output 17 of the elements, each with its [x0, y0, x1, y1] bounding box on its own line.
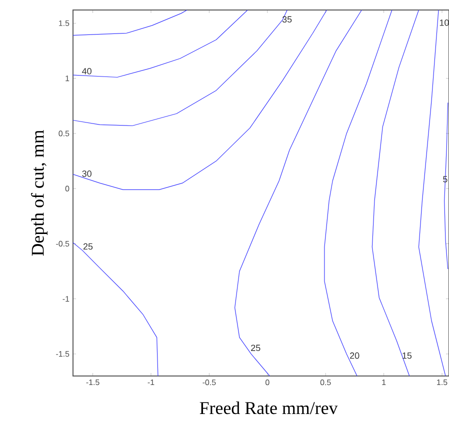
annotation: 35	[282, 16, 292, 23]
annotation: 40	[82, 68, 92, 74]
line-series	[73, 10, 328, 190]
annotation: 25	[83, 243, 93, 250]
line-series	[73, 10, 248, 78]
annotation: 30	[82, 170, 92, 177]
annotation: 15	[402, 352, 412, 359]
line-series	[372, 10, 420, 376]
line-series	[444, 102, 448, 270]
line-series	[73, 242, 158, 376]
line-series	[234, 10, 362, 376]
annotation: 25	[251, 344, 260, 352]
y-axis-title: Depth of cut, mm	[31, 130, 48, 256]
line-series	[324, 10, 392, 376]
annotation: 20	[350, 352, 360, 359]
x-axis-title: Freed Rate mm/rev	[200, 402, 338, 414]
line-series	[73, 10, 188, 36]
